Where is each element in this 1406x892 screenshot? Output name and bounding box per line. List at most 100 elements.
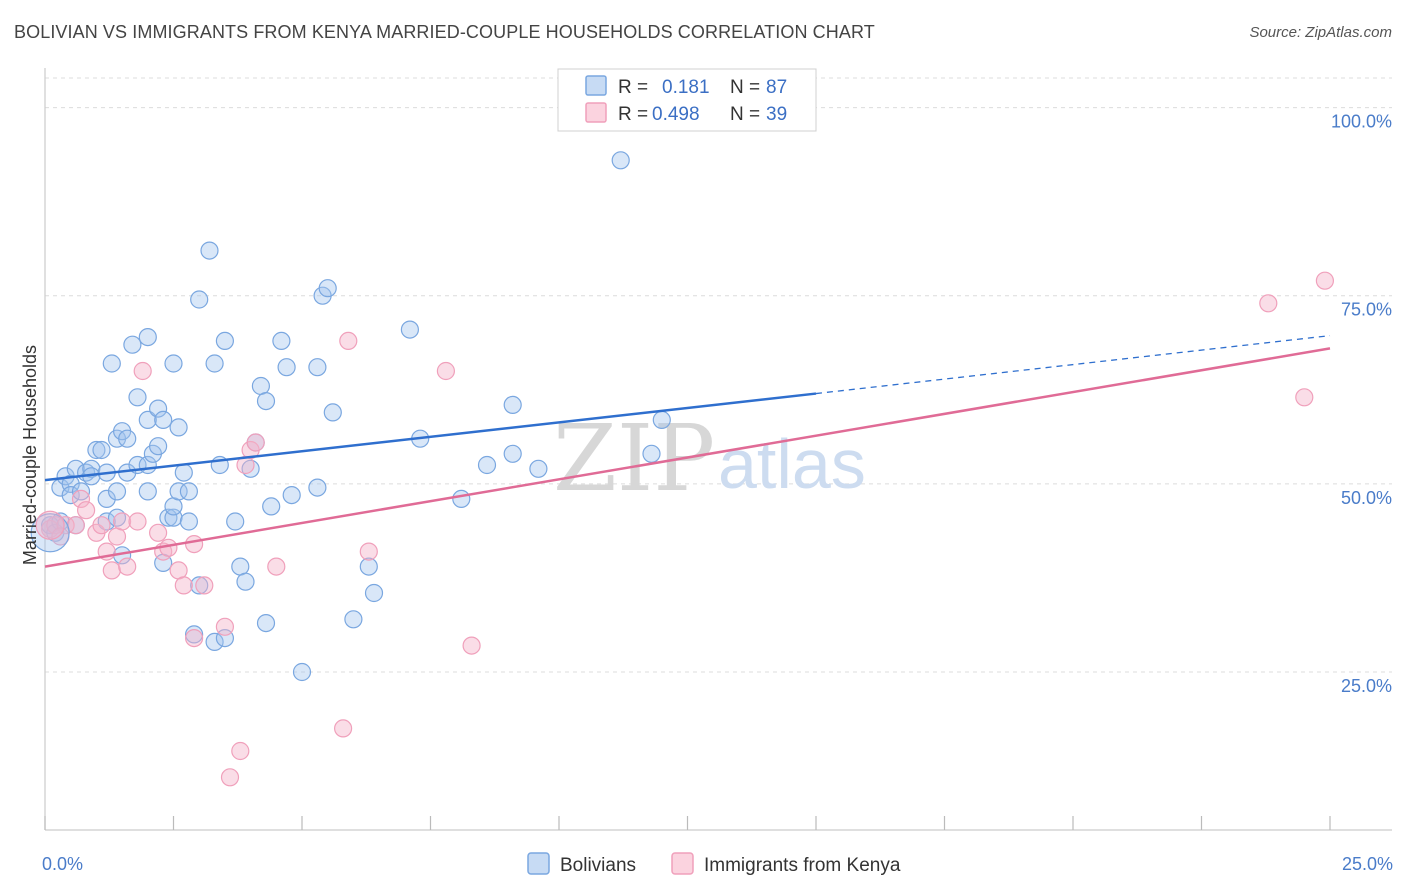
legend-n-value: 39	[766, 104, 787, 125]
point-bolivians	[61, 486, 80, 505]
watermark-atlas: atlas	[718, 425, 866, 503]
point-bolivians	[215, 331, 234, 350]
legend-r-label: R =	[618, 77, 648, 98]
point-bolivians	[503, 444, 522, 463]
point-bolivians	[205, 354, 224, 373]
legend-kenya-swatch	[671, 852, 694, 875]
point-kenya	[267, 557, 286, 576]
stats-legend-row-bolivians: R = 0.181 N = 87	[585, 75, 787, 98]
point-bolivians	[102, 354, 121, 373]
point-kenya	[71, 489, 91, 508]
trend-line-kenya	[44, 347, 1331, 568]
point-kenya	[215, 617, 234, 636]
y-tick-labels: 100.0% 75.0% 50.0% 25.0%	[1331, 112, 1392, 696]
point-bolivians	[226, 512, 245, 531]
legend-kenya-label: Immigrants from Kenya	[704, 855, 901, 876]
point-kenya	[185, 628, 204, 648]
point-bolivians	[400, 320, 419, 339]
chart-title: BOLIVIAN VS IMMIGRANTS FROM KENYA MARRIE…	[14, 22, 875, 42]
point-kenya	[436, 361, 455, 381]
point-bolivians	[138, 482, 157, 501]
point-kenya	[149, 523, 168, 542]
point-kenya	[76, 501, 96, 520]
point-bolivians	[251, 376, 270, 396]
point-kenya	[1315, 271, 1335, 290]
legend-bolivians-swatch	[527, 852, 550, 875]
point-bolivians	[364, 583, 384, 603]
point-kenya	[128, 512, 147, 531]
point-bolivians	[236, 572, 255, 591]
point-bolivians	[611, 151, 630, 170]
point-bolivians	[159, 508, 178, 527]
point-bolivians	[477, 455, 497, 475]
y-tick-label: 75.0%	[1341, 300, 1392, 320]
point-bolivians	[344, 610, 363, 629]
source-credit: Source: ZipAtlas.com	[1249, 24, 1392, 41]
point-bolivians	[503, 395, 522, 414]
point-bolivians	[200, 241, 219, 260]
legend-r-label: R =	[618, 104, 648, 125]
point-kenya	[334, 719, 353, 738]
point-bolivians	[205, 632, 224, 652]
point-kenya	[195, 576, 214, 595]
legend-r-value: 0.498	[652, 104, 700, 125]
point-bolivians	[179, 482, 198, 501]
trend-line-bolivians	[44, 392, 817, 482]
point-bolivians	[138, 328, 157, 347]
point-kenya	[462, 636, 481, 655]
y-axis-title: Married-couple Households	[20, 345, 40, 565]
point-kenya	[133, 361, 152, 381]
point-bolivians	[179, 512, 198, 531]
x-tick-labels: 0.0% 25.0%	[42, 854, 1393, 874]
point-kenya	[231, 741, 250, 761]
point-bolivians	[277, 358, 296, 377]
point-bolivians	[71, 482, 91, 501]
point-bolivians	[282, 486, 301, 505]
point-bolivians	[87, 440, 106, 460]
point-kenya	[246, 433, 265, 452]
point-bolivians	[652, 410, 671, 429]
point-bolivians	[164, 354, 183, 373]
point-bolivians	[359, 557, 378, 576]
point-kenya	[102, 561, 121, 580]
point-kenya	[1295, 388, 1314, 407]
point-bolivians	[30, 513, 70, 553]
legend-n-value: 87	[766, 77, 787, 98]
point-bolivians	[138, 410, 157, 429]
legend-swatch-pink	[585, 102, 607, 123]
y-tick-label: 50.0%	[1341, 488, 1392, 508]
axes	[44, 68, 1392, 831]
x-tick-label: 0.0%	[42, 854, 83, 874]
legend-bolivians-label: Bolivians	[560, 855, 636, 876]
point-bolivians	[318, 279, 337, 298]
point-bolivians	[190, 290, 209, 309]
point-bolivians	[308, 358, 327, 377]
point-bolivians	[107, 482, 127, 501]
point-kenya	[339, 331, 358, 350]
point-bolivians	[97, 489, 116, 508]
legend-swatch-blue	[585, 75, 607, 96]
trend-line-bolivians-projection	[815, 334, 1331, 395]
point-bolivians	[128, 388, 147, 407]
point-bolivians	[292, 662, 312, 682]
point-bolivians	[529, 459, 548, 478]
point-bolivians	[149, 399, 168, 418]
point-bolivians	[123, 335, 142, 354]
point-bolivians	[149, 437, 168, 456]
point-bolivians	[169, 482, 188, 501]
point-bolivians	[256, 392, 276, 411]
point-bolivians	[190, 576, 209, 595]
x-tick-label: 25.0%	[1342, 854, 1393, 874]
point-bolivians	[308, 478, 327, 497]
point-kenya	[92, 516, 111, 535]
point-kenya	[1259, 294, 1278, 313]
stats-legend: R = 0.181 N = 87 R = 0.498 N = 39	[557, 68, 817, 132]
point-bolivians	[642, 444, 661, 463]
point-bolivians	[82, 459, 101, 478]
point-bolivians	[118, 429, 137, 448]
point-bolivians	[256, 613, 276, 633]
point-bolivians	[169, 418, 188, 437]
point-bolivians	[92, 440, 111, 460]
point-kenya	[185, 534, 204, 554]
